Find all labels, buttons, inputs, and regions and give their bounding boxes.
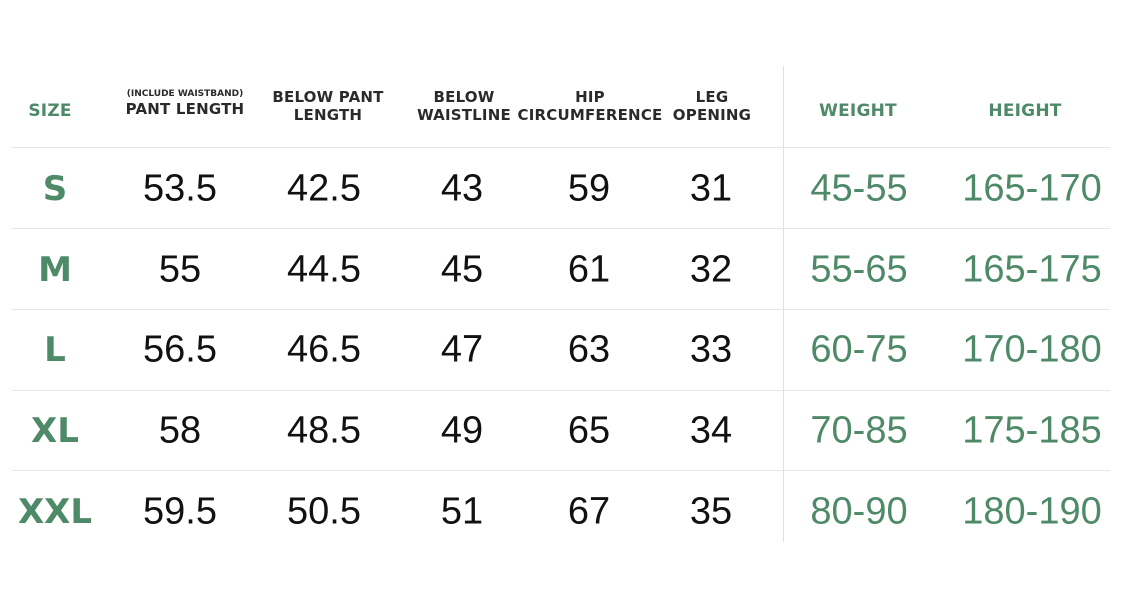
cell-leg-opening: 33 xyxy=(689,328,733,371)
header-size: SIZE xyxy=(28,101,72,121)
header-below-waistline-line2: WAISTLINE xyxy=(417,106,511,124)
row-separator xyxy=(12,470,1110,471)
cell-below-waistline: 49 xyxy=(440,409,484,452)
cell-leg-opening: 32 xyxy=(689,248,733,291)
row-separator xyxy=(12,147,1110,148)
cell-pant-length: 58 xyxy=(158,409,202,452)
cell-below-pant-length: 42.5 xyxy=(287,167,361,210)
cell-below-waistline: 47 xyxy=(440,328,484,371)
cell-weight: 70-85 xyxy=(810,409,908,452)
cell-hip-circumference: 65 xyxy=(567,409,611,452)
cell-height: 175-185 xyxy=(962,409,1102,452)
header-pant-length-label: PANT LENGTH xyxy=(125,100,245,118)
cell-hip-circumference: 59 xyxy=(567,167,611,210)
cell-hip-circumference: 63 xyxy=(567,328,611,371)
header-pant-length-note: (INCLUDE WAISTBAND) xyxy=(126,89,244,99)
header-weight: WEIGHT xyxy=(819,101,897,121)
cell-pant-length: 55 xyxy=(158,248,202,291)
header-hip-circumference-line2: CIRCUMFERENCE xyxy=(517,106,663,124)
cell-below-pant-length: 48.5 xyxy=(287,409,361,452)
header-leg-opening-line2: OPENING xyxy=(672,106,752,124)
cell-weight: 60-75 xyxy=(810,328,908,371)
cell-weight: 55-65 xyxy=(810,248,908,291)
header-pant-length: (INCLUDE WAISTBAND) PANT LENGTH xyxy=(126,88,245,118)
header-height: HEIGHT xyxy=(988,101,1062,121)
cell-size: XL xyxy=(31,411,79,451)
cell-hip-circumference: 61 xyxy=(567,248,611,291)
cell-weight: 80-90 xyxy=(810,490,908,533)
header-hip-circumference-line1: HIP xyxy=(575,88,605,106)
cell-below-pant-length: 46.5 xyxy=(287,328,361,371)
cell-below-waistline: 51 xyxy=(440,490,484,533)
cell-pant-length: 56.5 xyxy=(143,328,217,371)
row-separator xyxy=(12,309,1110,310)
header-below-waistline-line1: BELOW xyxy=(433,88,495,106)
cell-pant-length: 53.5 xyxy=(143,167,217,210)
cell-height: 180-190 xyxy=(962,490,1102,533)
cell-size: L xyxy=(44,330,66,370)
cell-height: 165-170 xyxy=(962,167,1102,210)
cell-height: 165-175 xyxy=(962,248,1102,291)
column-divider xyxy=(783,66,784,542)
cell-height: 170-180 xyxy=(962,328,1102,371)
header-leg-opening: LEG OPENING xyxy=(673,88,751,124)
cell-hip-circumference: 67 xyxy=(567,490,611,533)
cell-weight: 45-55 xyxy=(810,167,908,210)
cell-pant-length: 59.5 xyxy=(143,490,217,533)
cell-below-waistline: 43 xyxy=(440,167,484,210)
cell-below-waistline: 45 xyxy=(440,248,484,291)
header-below-pant-length-line2: LENGTH xyxy=(293,106,363,124)
row-separator xyxy=(12,390,1110,391)
cell-leg-opening: 31 xyxy=(689,167,733,210)
header-below-pant-length-line1: BELOW PANT xyxy=(272,88,384,106)
cell-size: M xyxy=(38,250,72,290)
header-leg-opening-line1: LEG xyxy=(695,88,729,106)
cell-below-pant-length: 44.5 xyxy=(287,248,361,291)
cell-leg-opening: 34 xyxy=(689,409,733,452)
cell-leg-opening: 35 xyxy=(689,490,733,533)
cell-size: XXL xyxy=(17,492,93,532)
cell-size: S xyxy=(42,169,68,209)
header-below-waistline: BELOW WAISTLINE xyxy=(417,88,511,124)
header-below-pant-length: BELOW PANT LENGTH xyxy=(272,88,383,124)
cell-below-pant-length: 50.5 xyxy=(287,490,361,533)
row-separator xyxy=(12,228,1110,229)
header-hip-circumference: HIP CIRCUMFERENCE xyxy=(518,88,663,124)
